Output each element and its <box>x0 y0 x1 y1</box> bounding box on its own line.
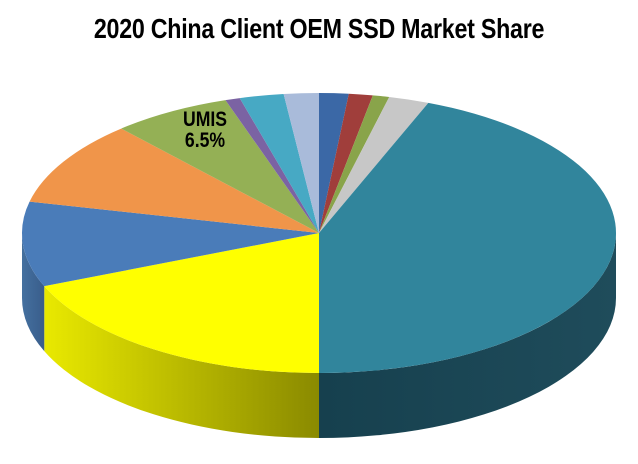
pie-slice-10[interactable] <box>225 98 319 233</box>
pie-slice-4[interactable] <box>319 96 429 233</box>
pie-slice-1[interactable] <box>319 93 349 233</box>
pie-slice-8[interactable] <box>29 128 319 233</box>
chart-title: 2020 China Client OEM SSD Market Share <box>93 13 545 44</box>
pie-slice-7[interactable] <box>22 201 319 287</box>
pie-slice-6[interactable] <box>44 233 319 373</box>
pie-slice-6-side <box>44 286 319 438</box>
pie-slice-2[interactable] <box>319 93 373 234</box>
pie-slice-7-side <box>22 233 45 352</box>
pie-slice-5[interactable] <box>319 102 617 373</box>
pie-slice-11[interactable] <box>239 94 319 233</box>
pie-slice-5-side <box>319 233 616 438</box>
pie-slice-12[interactable] <box>283 93 319 233</box>
pie-slice-3[interactable] <box>319 95 390 233</box>
pie-slice-9[interactable] <box>121 100 319 233</box>
